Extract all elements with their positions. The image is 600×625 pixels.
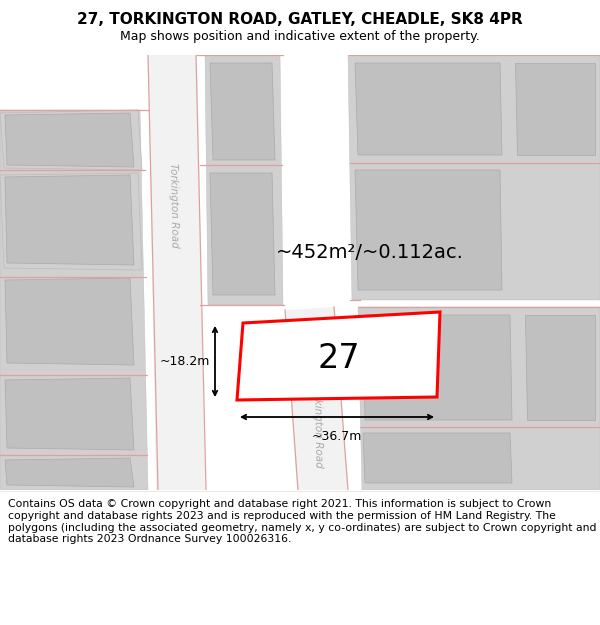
- Polygon shape: [0, 110, 148, 490]
- Text: ~36.7m: ~36.7m: [312, 430, 362, 443]
- Polygon shape: [525, 315, 595, 420]
- Polygon shape: [210, 173, 275, 295]
- Polygon shape: [237, 312, 440, 400]
- Text: Map shows position and indicative extent of the property.: Map shows position and indicative extent…: [120, 30, 480, 43]
- Polygon shape: [363, 315, 512, 420]
- Polygon shape: [355, 63, 502, 155]
- Text: Torkington Road: Torkington Road: [312, 382, 324, 468]
- Polygon shape: [5, 113, 134, 167]
- Polygon shape: [358, 307, 600, 490]
- Polygon shape: [205, 55, 283, 305]
- Polygon shape: [285, 307, 348, 490]
- Text: Contains OS data © Crown copyright and database right 2021. This information is : Contains OS data © Crown copyright and d…: [8, 499, 596, 544]
- Polygon shape: [0, 110, 142, 170]
- Polygon shape: [515, 63, 595, 155]
- Polygon shape: [210, 63, 275, 160]
- Polygon shape: [5, 378, 134, 450]
- Polygon shape: [0, 173, 142, 270]
- Text: ~18.2m: ~18.2m: [160, 355, 210, 368]
- Polygon shape: [5, 175, 134, 265]
- Polygon shape: [5, 278, 134, 365]
- Text: 27, TORKINGTON ROAD, GATLEY, CHEADLE, SK8 4PR: 27, TORKINGTON ROAD, GATLEY, CHEADLE, SK…: [77, 12, 523, 27]
- Polygon shape: [355, 170, 502, 290]
- Text: 27: 27: [318, 341, 361, 374]
- Text: Torkington Road: Torkington Road: [168, 162, 180, 248]
- Polygon shape: [148, 55, 205, 490]
- Polygon shape: [5, 458, 134, 487]
- Text: ~452m²/~0.112ac.: ~452m²/~0.112ac.: [276, 244, 464, 262]
- Polygon shape: [348, 55, 600, 300]
- Polygon shape: [363, 433, 512, 483]
